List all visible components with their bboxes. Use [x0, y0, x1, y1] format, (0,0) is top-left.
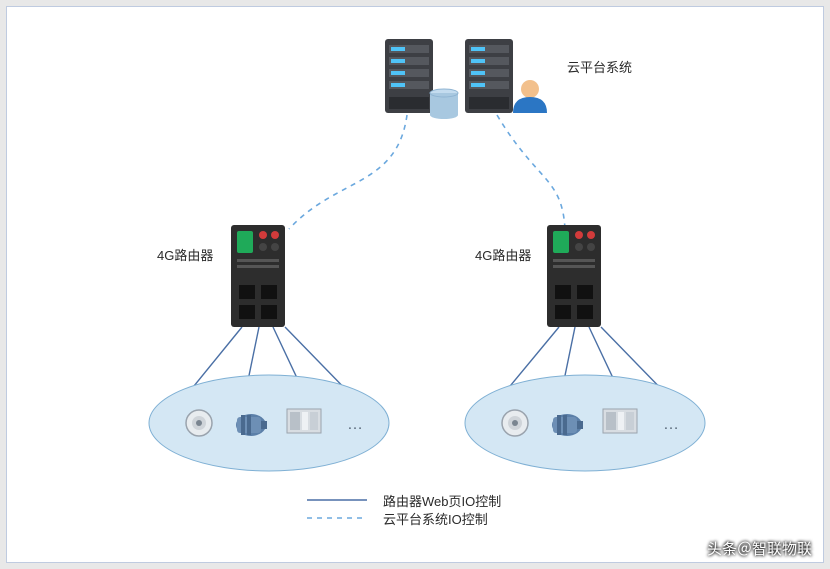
watermark: 头条＠智联物联: [707, 538, 812, 559]
cloud-label: 云平台系统: [567, 57, 632, 76]
svg-text:…: …: [347, 416, 363, 433]
database-icon: [430, 89, 458, 119]
link-cloud-left: [289, 115, 407, 229]
legend-solid-label: 路由器Web页IO控制: [383, 491, 501, 510]
diagram-svg: … …: [7, 7, 823, 562]
router-left-icon: [231, 225, 285, 327]
server-icon: [465, 39, 513, 113]
diagram-frame: … … 云平台系统 4G路由器 4G路由器 路由器Web页IO控制 云平台系统I…: [6, 6, 824, 563]
router-right-label: 4G路由器: [475, 245, 531, 264]
router-left-label: 4G路由器: [157, 245, 213, 264]
router-right-icon: [547, 225, 601, 327]
svg-text:…: …: [663, 416, 679, 433]
legend-dash-label: 云平台系统IO控制: [383, 509, 488, 528]
link-cloud-right: [497, 115, 565, 229]
server-icon: [385, 39, 433, 113]
user-icon: [513, 80, 547, 113]
